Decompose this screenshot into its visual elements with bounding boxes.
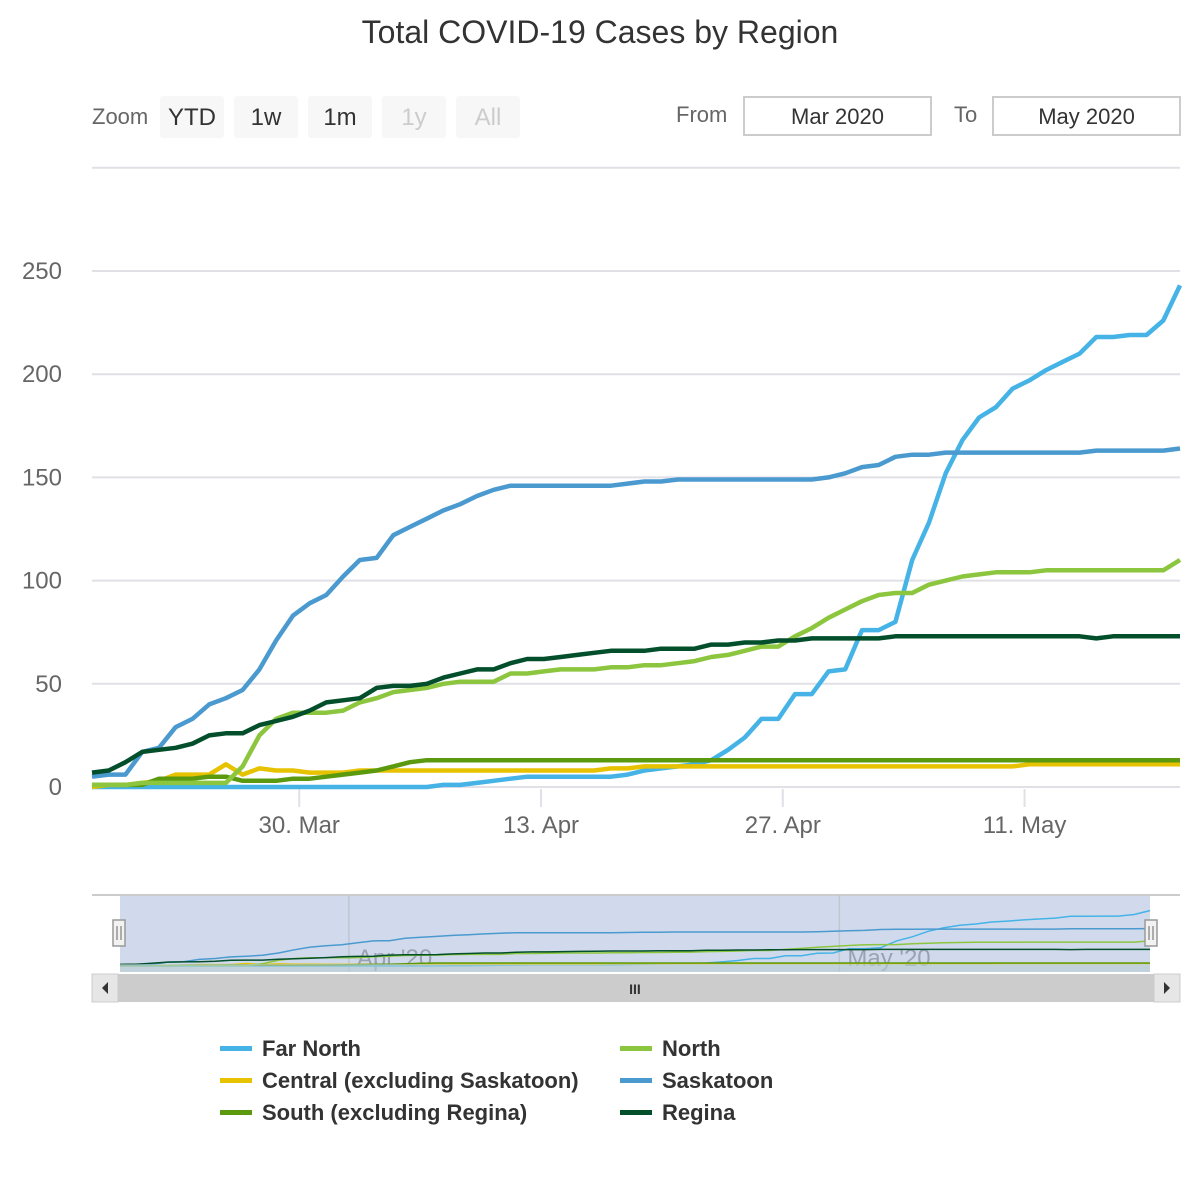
navigator-series-line — [119, 948, 1150, 966]
legend-label: North — [662, 1036, 721, 1061]
navigator-right-handle[interactable] — [1144, 919, 1158, 947]
series-line-regina[interactable] — [91, 634, 1180, 775]
navigator-left-handle[interactable] — [112, 919, 126, 947]
legend-swatch — [620, 1109, 652, 1115]
chart-svg: 0 50 100 150 200 250 30. Mar 13. Apr 27. Apr 11.… — [22, 166, 1183, 1003]
zoom-label: Zoom — [92, 104, 149, 129]
grid-lines — [92, 166, 1180, 788]
y-tick-label: 200 — [22, 361, 62, 388]
legend-item[interactable]: North — [620, 1036, 721, 1066]
series-line-saskatoon[interactable] — [91, 446, 1181, 779]
legend-swatch — [220, 1077, 252, 1083]
zoom-1m-button[interactable]: 1m — [308, 96, 372, 138]
series-line-far-north[interactable] — [92, 284, 1183, 790]
legend-item[interactable]: Saskatoon — [620, 1068, 773, 1098]
series-line-central-excluding-saskatoon[interactable] — [91, 762, 1180, 790]
from-date-input[interactable]: Mar 2020 — [743, 96, 932, 136]
plot-series — [91, 284, 1183, 790]
y-tick-label: 100 — [22, 568, 62, 595]
x-tick-label: 11. May — [983, 812, 1067, 839]
legend-item[interactable]: Central (excluding Saskatoon) — [220, 1068, 579, 1098]
scrollbar-grip-icon: III — [629, 981, 641, 997]
legend-label: Saskatoon — [662, 1068, 774, 1093]
y-axis: 0 50 100 150 200 250 — [22, 258, 62, 801]
zoom-ytd-button[interactable]: YTD — [160, 96, 224, 138]
legend-item[interactable]: South (excluding Regina) — [220, 1100, 527, 1130]
legend-item[interactable]: Regina — [620, 1100, 735, 1130]
series-line-south-excluding-regina[interactable] — [92, 757, 1180, 788]
y-tick-label: 150 — [22, 464, 62, 491]
x-tick-label: 27. Apr — [745, 812, 821, 839]
legend-label: Central (excluding Saskatoon) — [262, 1068, 579, 1093]
from-label: From — [676, 102, 728, 127]
legend-label: Far North — [262, 1036, 361, 1061]
zoom-all-button[interactable]: All — [456, 96, 520, 138]
legend-item[interactable]: Far North — [220, 1036, 361, 1066]
legend-label: Regina — [662, 1100, 736, 1125]
legend-label: South (excluding Regina) — [262, 1100, 528, 1125]
scroll-right-icon — [1164, 982, 1170, 994]
scroll-left-icon — [102, 982, 108, 994]
legend-swatch — [220, 1045, 252, 1051]
chart-title: Total COVID-19 Cases by Region — [361, 14, 839, 50]
zoom-1w-button[interactable]: 1w — [234, 96, 298, 138]
x-tick-label: 30. Mar — [259, 812, 340, 839]
y-tick-label: 250 — [22, 258, 62, 285]
range-selector: Zoom YTD 1w 1m 1y All From Mar 2020 To M… — [0, 94, 1200, 142]
navigator-series-line — [119, 927, 1151, 966]
x-axis: 30. Mar 13. Apr 27. Apr 11. May — [259, 789, 1067, 839]
to-date-input[interactable]: May 2020 — [992, 96, 1181, 136]
legend-swatch — [220, 1109, 252, 1115]
legend-swatch — [620, 1077, 652, 1083]
scrollbar-thumb[interactable] — [118, 974, 1154, 1002]
y-tick-label: 50 — [35, 671, 62, 698]
navigator-baseline — [120, 964, 1150, 972]
x-tick-label: 13. Apr — [503, 812, 579, 839]
legend-swatch — [620, 1045, 652, 1051]
to-label: To — [954, 102, 978, 127]
y-tick-label: 0 — [49, 774, 62, 801]
zoom-1y-button[interactable]: 1y — [382, 96, 446, 138]
